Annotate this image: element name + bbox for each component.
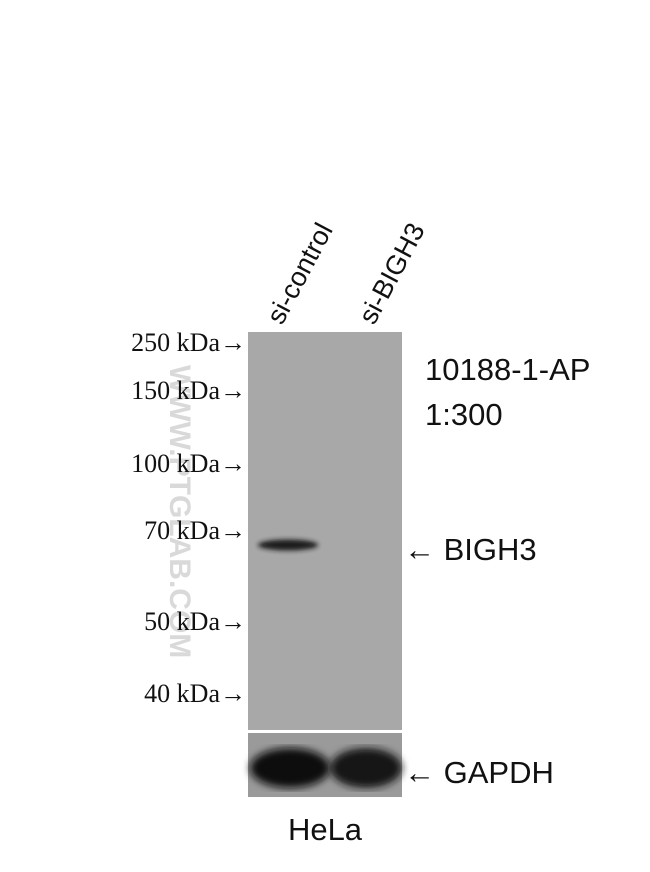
band-gapdh [250,748,330,788]
lane-label: si-control [261,218,339,329]
marker-label: 100 kDa→ [131,449,246,478]
marker-label: 250 kDa→ [131,328,246,357]
blot-panel [248,332,402,730]
marker-label: 70 kDa→ [144,516,246,545]
band-label: ← GAPDH [404,755,554,790]
band-bigh3 [258,539,318,551]
dilution: 1:300 [425,397,503,432]
marker-label: 150 kDa→ [131,376,246,405]
band-label: ← BIGH3 [404,532,537,567]
band-gapdh [330,748,402,788]
marker-label: 50 kDa→ [144,607,246,636]
antibody: 10188-1-AP [425,352,590,387]
watermark: WWW.PTGLAB.COM [163,365,196,658]
marker-label: 40 kDa→ [144,679,246,708]
lane-label: si-BIGH3 [353,218,431,329]
cell-line: HeLa [288,812,363,847]
